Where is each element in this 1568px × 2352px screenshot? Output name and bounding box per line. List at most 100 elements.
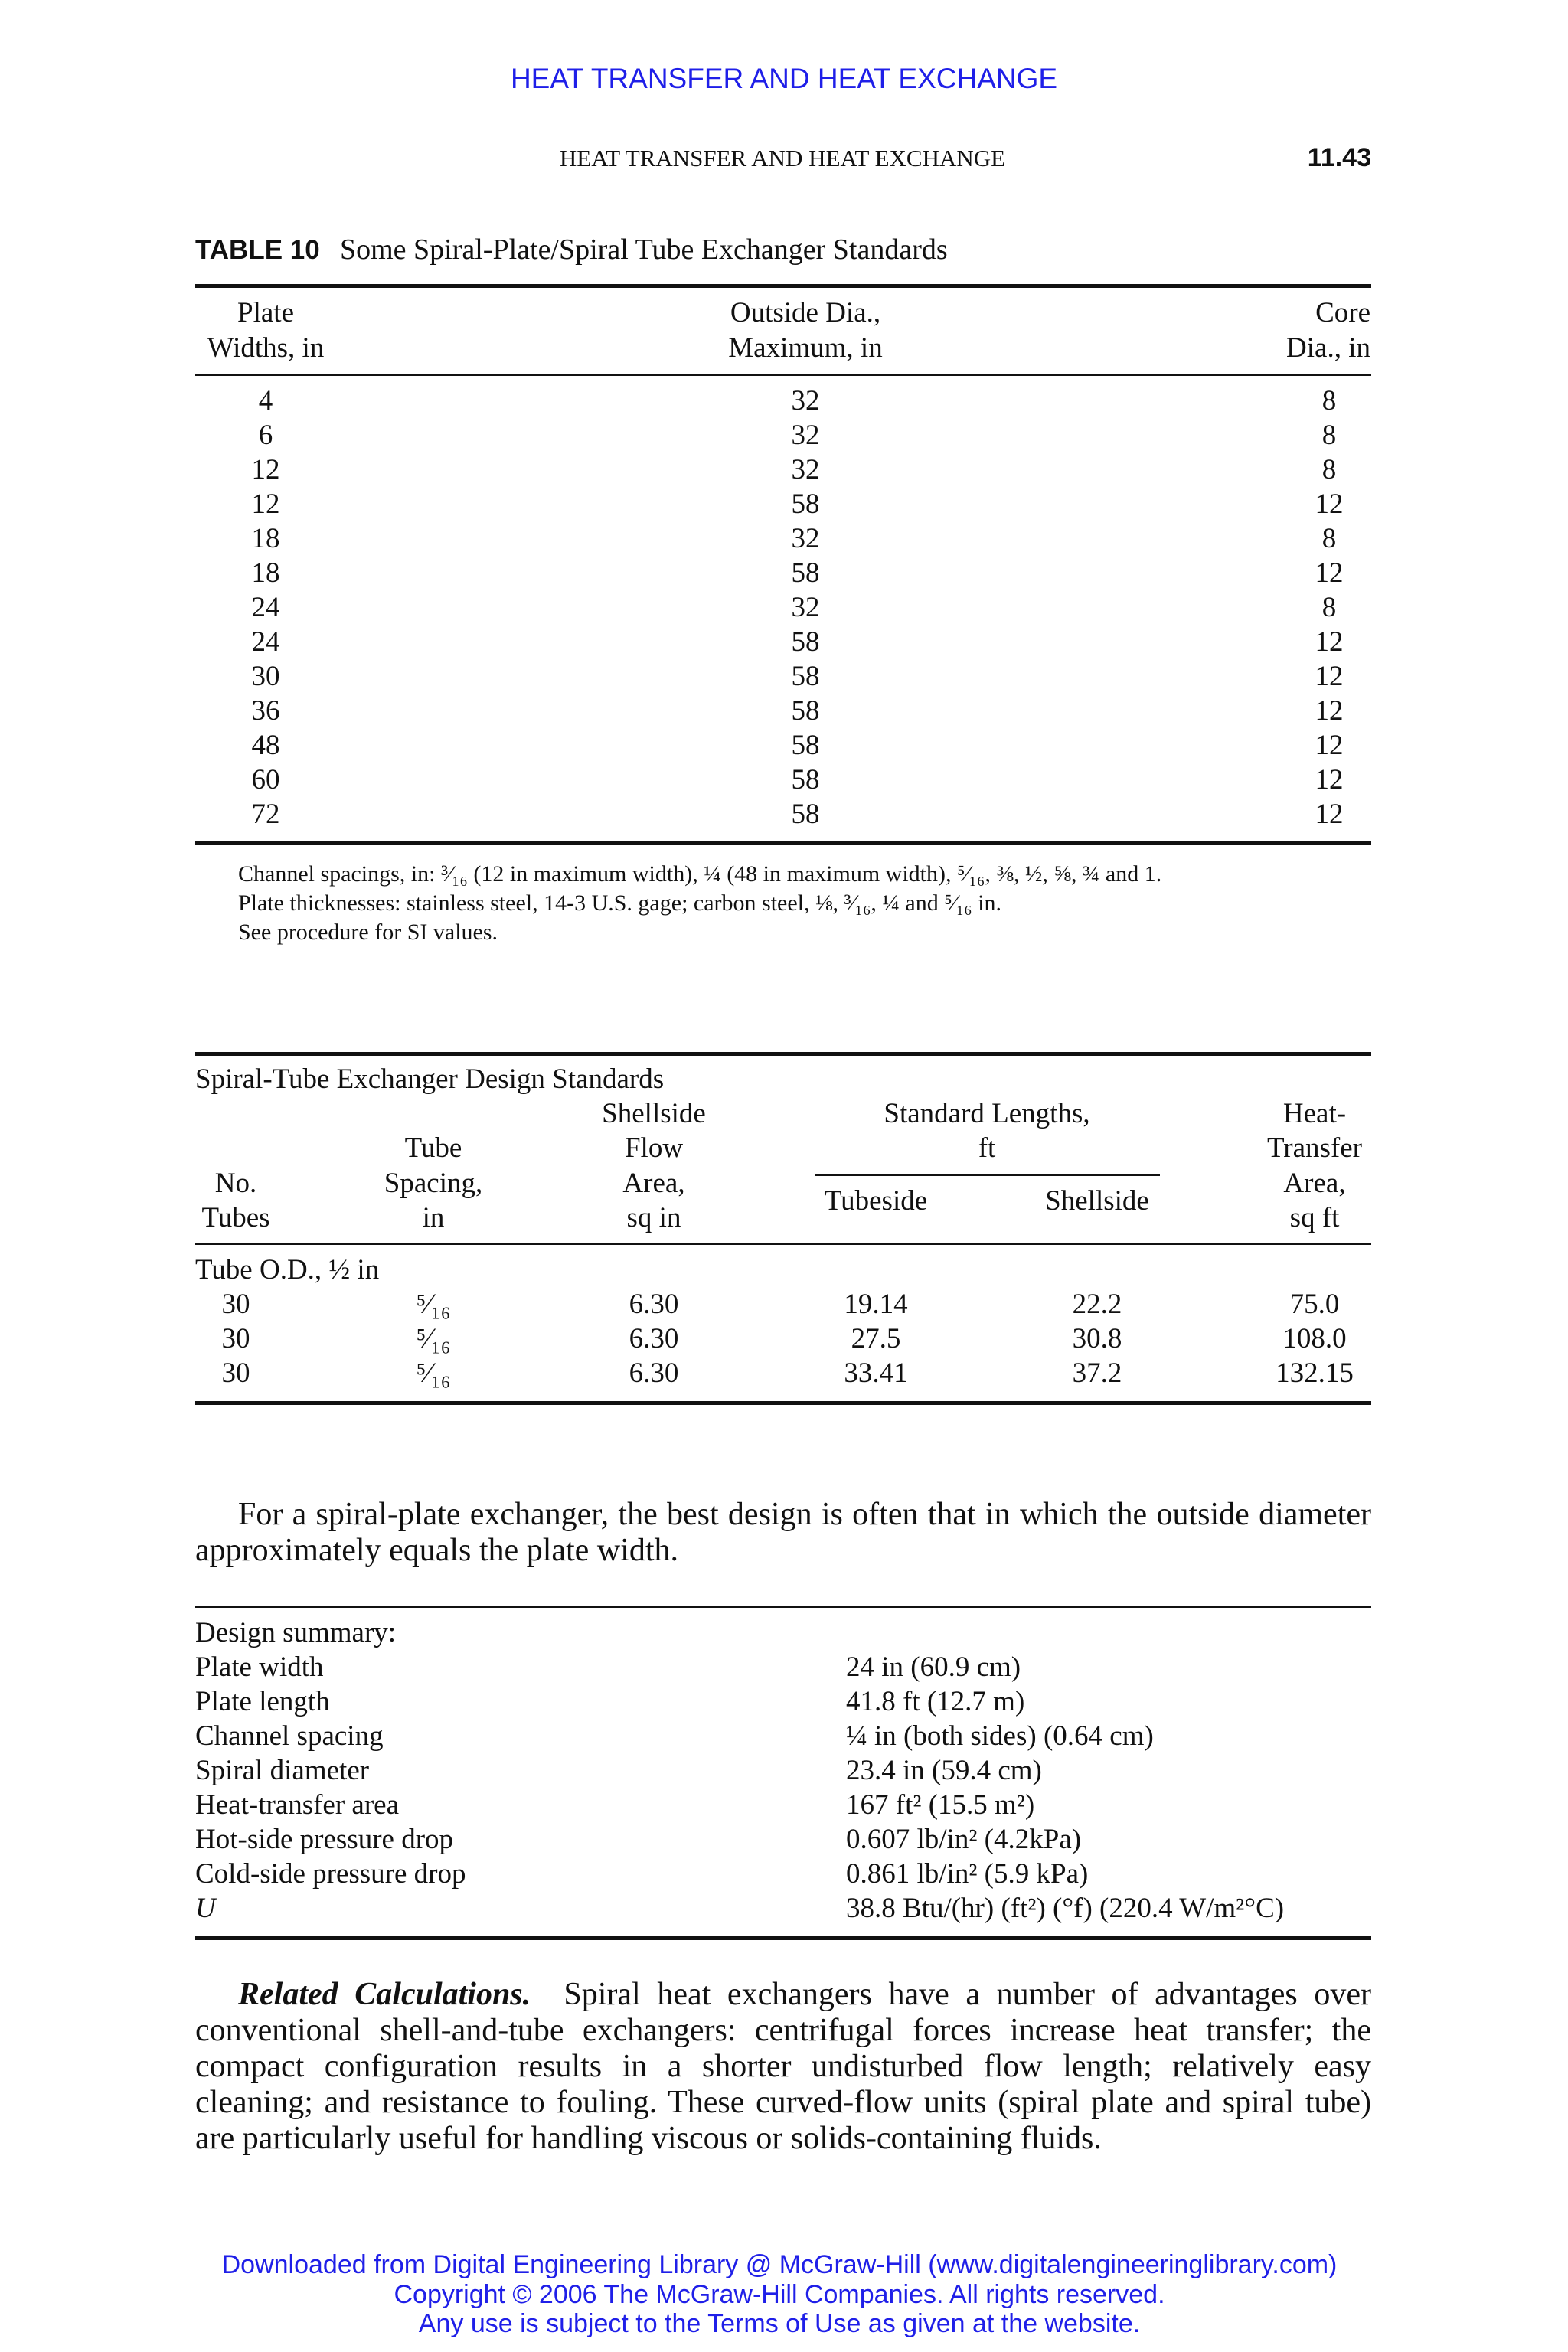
table-cell: 32 xyxy=(791,523,820,554)
note-line: Channel spacings, in: ³⁄₁₆ (12 in maximu… xyxy=(238,861,1162,887)
column-header: Plate xyxy=(237,297,294,328)
table-cell: 12 xyxy=(1315,557,1344,589)
summary-value: 0.607 lb/in² (4.2kPa) xyxy=(846,1824,1082,1855)
table-cell: 30 xyxy=(221,1323,250,1354)
std-lengths-rule xyxy=(815,1174,1160,1176)
related-text: Spiral heat exchangers have a number of … xyxy=(195,1977,1371,2156)
table-cell: 58 xyxy=(791,557,820,589)
group-label: Tube O.D., ½ in xyxy=(195,1254,380,1285)
column-header: Heat- xyxy=(1282,1098,1347,1129)
summary-value: 0.861 lb/in² (5.9 kPa) xyxy=(846,1858,1089,1890)
column-header: Area, xyxy=(622,1168,685,1199)
table-cell: 6.30 xyxy=(629,1323,679,1354)
table-cell: 8 xyxy=(1321,592,1337,623)
column-header: Tubeside xyxy=(824,1185,928,1217)
table-cell: ⁵⁄₁₆ xyxy=(416,1357,451,1389)
table-cell: 12 xyxy=(1315,764,1344,795)
summary-value: 24 in (60.9 cm) xyxy=(846,1651,1021,1683)
summary-label: Hot-side pressure drop xyxy=(195,1824,454,1855)
table-cell: 32 xyxy=(791,420,820,451)
table-cell: 58 xyxy=(791,661,820,692)
table-cell: 27.5 xyxy=(851,1323,901,1354)
summary-value: ¼ in (both sides) (0.64 cm) xyxy=(846,1720,1154,1752)
column-header: Transfer xyxy=(1266,1132,1363,1164)
column-header: No. xyxy=(214,1168,257,1199)
related-calculations: Related Calculations. Spiral heat exchan… xyxy=(195,1977,1371,2157)
rule xyxy=(195,284,1371,288)
table-cell: 4 xyxy=(258,385,273,416)
rule xyxy=(195,1243,1371,1245)
summary-label: Cold-side pressure drop xyxy=(195,1858,466,1890)
rule xyxy=(195,841,1371,845)
summary-value: 23.4 in (59.4 cm) xyxy=(846,1755,1042,1786)
table-cell: 24 xyxy=(251,592,280,623)
column-header: ft xyxy=(978,1132,996,1164)
summary-label: Plate length xyxy=(195,1686,330,1717)
summary-label: Plate width xyxy=(195,1651,324,1683)
table-cell: 12 xyxy=(1315,626,1344,658)
table-cell: 8 xyxy=(1321,523,1337,554)
table-cell: 8 xyxy=(1321,385,1337,416)
table-cell: 24 xyxy=(251,626,280,658)
table-cell: 75.0 xyxy=(1289,1289,1340,1320)
footer-download-link[interactable]: Downloaded from Digital Engineering Libr… xyxy=(221,2250,1338,2279)
summary-value: 167 ft² (15.5 m²) xyxy=(846,1789,1035,1821)
table-cell: 6.30 xyxy=(629,1289,679,1320)
table10-label: TABLE 10 xyxy=(195,235,320,265)
table-cell: 12 xyxy=(1315,488,1344,520)
table-cell: 48 xyxy=(251,730,280,761)
summary-label: Heat-transfer area xyxy=(195,1789,399,1821)
rule xyxy=(195,1936,1371,1940)
column-header: Flow xyxy=(624,1132,684,1164)
rule xyxy=(195,1401,1371,1405)
summary-label: Spiral diameter xyxy=(195,1755,370,1786)
spiral-tube-title: Spiral-Tube Exchanger Design Standards xyxy=(195,1063,665,1095)
column-header: Maximum, in xyxy=(728,332,883,364)
column-header: Area, xyxy=(1283,1168,1346,1199)
table-cell: 58 xyxy=(791,730,820,761)
column-header: Tube xyxy=(404,1132,462,1164)
table-cell: 8 xyxy=(1321,420,1337,451)
column-header: Standard Lengths, xyxy=(884,1098,1090,1129)
rule xyxy=(195,1606,1371,1608)
summary-value: 38.8 Btu/(hr) (ft²) (°f) (220.4 W/m²°C) xyxy=(846,1893,1285,1924)
column-header: sq in xyxy=(626,1202,681,1233)
table-cell: 32 xyxy=(791,592,820,623)
table-cell: ⁵⁄₁₆ xyxy=(416,1289,451,1320)
table-cell: 32 xyxy=(791,385,820,416)
column-header: Outside Dia., xyxy=(730,297,881,328)
table-cell: 58 xyxy=(791,626,820,658)
footer-copyright: Copyright © 2006 The McGraw-Hill Compani… xyxy=(394,2280,1165,2309)
note-line: See procedure for SI values. xyxy=(238,920,498,945)
table-cell: 132.15 xyxy=(1276,1357,1354,1389)
table-cell: 6.30 xyxy=(629,1357,679,1389)
table-cell: 108.0 xyxy=(1282,1323,1347,1354)
table-cell: 37.2 xyxy=(1072,1357,1122,1389)
table-cell: 18 xyxy=(251,557,280,589)
table-cell: 58 xyxy=(791,488,820,520)
table-cell: 12 xyxy=(251,454,280,485)
table-cell: 12 xyxy=(1315,661,1344,692)
table-cell: 18 xyxy=(251,523,280,554)
column-header: Widths, in xyxy=(207,332,325,364)
table-cell: 58 xyxy=(791,799,820,830)
table-cell: 58 xyxy=(791,695,820,727)
design-summary-title: Design summary: xyxy=(195,1617,397,1648)
table-cell: ⁵⁄₁₆ xyxy=(416,1323,451,1354)
table-cell: 32 xyxy=(791,454,820,485)
paragraph: For a spiral-plate exchanger, the best d… xyxy=(195,1497,1371,1568)
column-header: Shellside xyxy=(602,1098,706,1129)
table-cell: 12 xyxy=(1315,695,1344,727)
table-cell: 6 xyxy=(258,420,273,451)
table-cell: 33.41 xyxy=(844,1357,908,1389)
table-cell: 72 xyxy=(251,799,280,830)
summary-label: Channel spacing xyxy=(195,1720,384,1752)
summary-label: U xyxy=(195,1893,216,1924)
table10-caption: TABLE 10 Some Spiral-Plate/Spiral Tube E… xyxy=(195,235,948,264)
running-head: HEAT TRANSFER AND HEAT EXCHANGE xyxy=(559,145,1006,172)
table-cell: 12 xyxy=(1315,730,1344,761)
table-cell: 19.14 xyxy=(844,1289,908,1320)
table-cell: 30 xyxy=(221,1289,250,1320)
column-header: sq ft xyxy=(1289,1202,1340,1233)
banner-title: HEAT TRANSFER AND HEAT EXCHANGE xyxy=(510,63,1058,94)
